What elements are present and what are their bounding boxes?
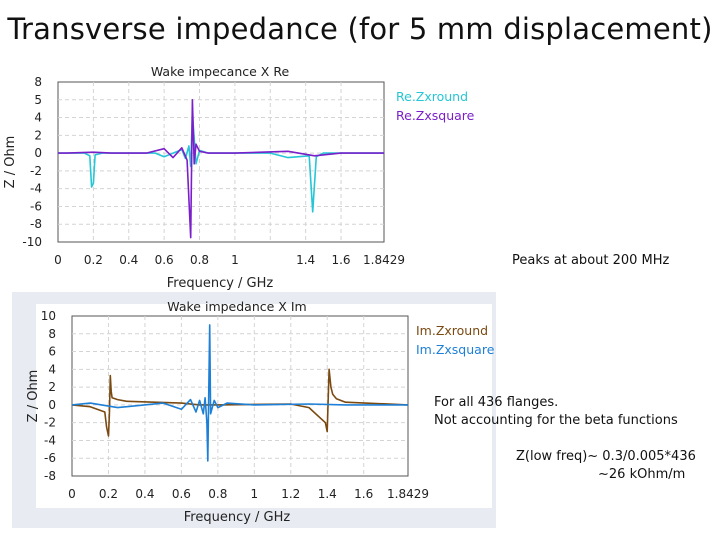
x-tick-label: 1.8429	[387, 487, 429, 501]
y-tick-label: 6	[48, 345, 56, 359]
y-tick-label: 4	[48, 362, 56, 376]
y-axis-label: Z / Ohm	[3, 136, 18, 189]
x-tick-label: 0.6	[172, 487, 191, 501]
series-line-rezxsquare	[58, 99, 384, 239]
note-formula-line2: ~26 kOhm/m	[598, 467, 686, 482]
y-tick-label: -8	[30, 217, 42, 231]
chart-title: Wake impecance X Re	[151, 64, 290, 79]
legend-entry: Re.Zxsquare	[396, 108, 475, 123]
y-tick-label: -2	[44, 416, 56, 430]
x-tick-label: 0	[54, 253, 62, 267]
y-tick-label: 2	[48, 380, 56, 394]
x-tick-label: 1.6	[354, 487, 373, 501]
x-tick-label: 0.2	[99, 487, 118, 501]
x-tick-label: 1.2	[281, 487, 300, 501]
y-tick-label: 8	[34, 75, 42, 89]
y-tick-label: -10	[22, 235, 42, 249]
y-tick-label: 2	[34, 128, 42, 142]
y-tick-label: 0	[34, 146, 42, 160]
y-tick-label: 5	[34, 93, 42, 107]
chart-title: Wake impedance X Im	[167, 299, 306, 314]
plot-area	[57, 81, 385, 243]
x-tick-label: 1.4	[296, 253, 315, 267]
y-axis-label: Z / Ohm	[26, 370, 41, 423]
x-tick-label: 0.6	[155, 253, 174, 267]
y-tick-label: 4	[34, 111, 42, 125]
note-flanges: For all 436 flanges. Not accounting for …	[434, 394, 678, 430]
x-tick-label: 0.2	[84, 253, 103, 267]
chart-2: 0 0.2 0.4 0.6 0.8 1 1.2 1.4 1.6 1.8429 10 8 6 4 2 0 -2 -4…	[26, 299, 495, 525]
y-tick-label: 10	[41, 309, 56, 323]
x-tick-label: 1	[231, 253, 239, 267]
note-formula-line1: Z(low freq)~ 0.3/0.005*436	[516, 449, 696, 464]
x-tick-label: 1.8429	[363, 253, 405, 267]
y-tick-label: -4	[44, 433, 56, 447]
x-tick-label: 1	[251, 487, 259, 501]
note-flanges-line2: Not accounting for the beta functions	[434, 413, 678, 428]
y-tick-label: -6	[44, 451, 56, 465]
x-tick-label: 0.8	[190, 253, 209, 267]
y-tick-label: -2	[30, 164, 42, 178]
legend-entry: Im.Zxround	[416, 323, 488, 338]
x-tick-label: 1.4	[318, 487, 337, 501]
chart-1: 0 0.2 0.4 0.6 0.8 1 1.4 1.6 1.8429 8 5 4 2 0 -2 -4 -6 -8 -…	[3, 64, 475, 291]
x-tick-label: 1.6	[331, 253, 350, 267]
legend-entry: Im.Zxsquare	[416, 342, 495, 357]
note-flanges-line1: For all 436 flanges.	[434, 395, 559, 410]
x-tick-label: 0.4	[135, 487, 154, 501]
series-line-rezxround	[58, 112, 384, 213]
x-axis-label: Frequency / GHz	[184, 510, 291, 525]
note-formula: Z(low freq)~ 0.3/0.005*436 ~26 kOhm/m	[516, 448, 696, 484]
slide-title: Transverse impedance (for 5 mm displacem…	[7, 12, 713, 46]
legend-entry: Re.Zxround	[396, 89, 468, 104]
y-tick-label: 8	[48, 327, 56, 341]
note-peaks: Peaks at about 200 MHz	[512, 253, 670, 268]
y-tick-label: -6	[30, 199, 42, 213]
y-tick-label: -4	[30, 182, 42, 196]
x-tick-label: 0.4	[119, 253, 138, 267]
series-line-imzxround	[71, 368, 409, 437]
y-tick-label: 0	[48, 398, 56, 412]
series-line-imzxsquare	[71, 324, 408, 462]
y-tick-label: -8	[44, 469, 56, 483]
plot-area	[71, 315, 409, 477]
x-tick-label: 0	[68, 487, 76, 501]
x-axis-label: Frequency / GHz	[167, 276, 274, 291]
x-tick-label: 0.8	[208, 487, 227, 501]
